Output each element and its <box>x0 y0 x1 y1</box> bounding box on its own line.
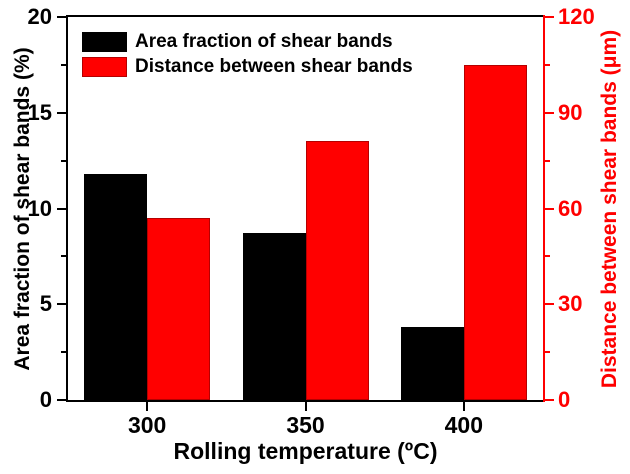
legend-item-distance: Distance between shear bands <box>82 55 413 78</box>
right-axis-minor-tick <box>545 255 550 258</box>
left-axis-title: Area fraction of shear bands (%) <box>11 46 34 371</box>
legend-label-area-fraction: Area fraction of shear bands <box>135 30 393 52</box>
bar-area-fraction-300 <box>84 174 148 400</box>
left-axis-minor-tick <box>61 159 66 162</box>
right-axis-tick-label: 120 <box>558 4 595 29</box>
bar-distance-350 <box>305 141 369 400</box>
left-axis-major-tick <box>57 207 66 210</box>
right-axis-tick-label: 60 <box>558 195 583 221</box>
left-axis-tick-label: 15 <box>27 99 52 125</box>
x-axis-tick-label: 400 <box>444 412 484 438</box>
left-axis-minor-tick <box>61 63 66 66</box>
right-axis-major-tick <box>545 399 554 401</box>
right-axis-minor-tick <box>545 351 550 354</box>
x-axis-spine <box>66 400 545 402</box>
bar-area-fraction-400 <box>400 327 464 400</box>
top-spine <box>66 15 545 17</box>
bar-distance-300 <box>147 218 211 400</box>
right-axis-tick-label: 30 <box>558 291 583 317</box>
left-axis-major-tick <box>57 303 66 306</box>
x-axis-major-tick <box>462 402 465 411</box>
right-axis-minor-tick <box>545 63 550 66</box>
x-axis-tick-label: 350 <box>286 412 325 438</box>
right-axis-minor-tick <box>545 159 550 162</box>
left-axis-minor-tick <box>61 351 66 354</box>
right-axis-tick-label: 90 <box>558 99 583 125</box>
legend-swatch-area-fraction <box>82 31 127 52</box>
left-axis-tick-label: 20 <box>27 4 52 29</box>
right-axis-major-tick <box>545 16 554 18</box>
x-axis-tick-label: 300 <box>127 412 167 438</box>
left-axis-minor-tick <box>61 255 66 258</box>
left-axis-tick-label: 5 <box>39 291 52 317</box>
left-axis-tick-label: 0 <box>39 387 52 412</box>
bar-area-fraction-350 <box>242 233 306 400</box>
right-axis-tick-label: 0 <box>558 387 571 412</box>
bar-distance-400 <box>463 64 527 400</box>
left-axis-major-tick <box>57 399 66 401</box>
legend-item-area-fraction: Area fraction of shear bands <box>82 30 413 53</box>
x-axis-major-tick <box>146 402 149 411</box>
legend-swatch-distance <box>82 56 127 77</box>
right-axis-major-tick <box>545 207 554 210</box>
right-axis-major-tick <box>545 111 554 114</box>
right-axis-title: Distance between shear bands (μm) <box>598 29 621 388</box>
x-axis-title: Rolling temperature (ºC) <box>173 438 438 464</box>
left-axis-major-tick <box>57 16 66 18</box>
right-axis-major-tick <box>545 303 554 306</box>
legend-label-distance: Distance between shear bands <box>135 55 413 77</box>
left-axis-major-tick <box>57 111 66 114</box>
legend: Area fraction of shear bands Distance be… <box>82 30 413 80</box>
left-axis-tick-label: 10 <box>27 195 52 221</box>
right-axis-spine <box>543 15 545 402</box>
left-axis-spine <box>66 17 68 402</box>
x-axis-major-tick <box>304 402 307 411</box>
